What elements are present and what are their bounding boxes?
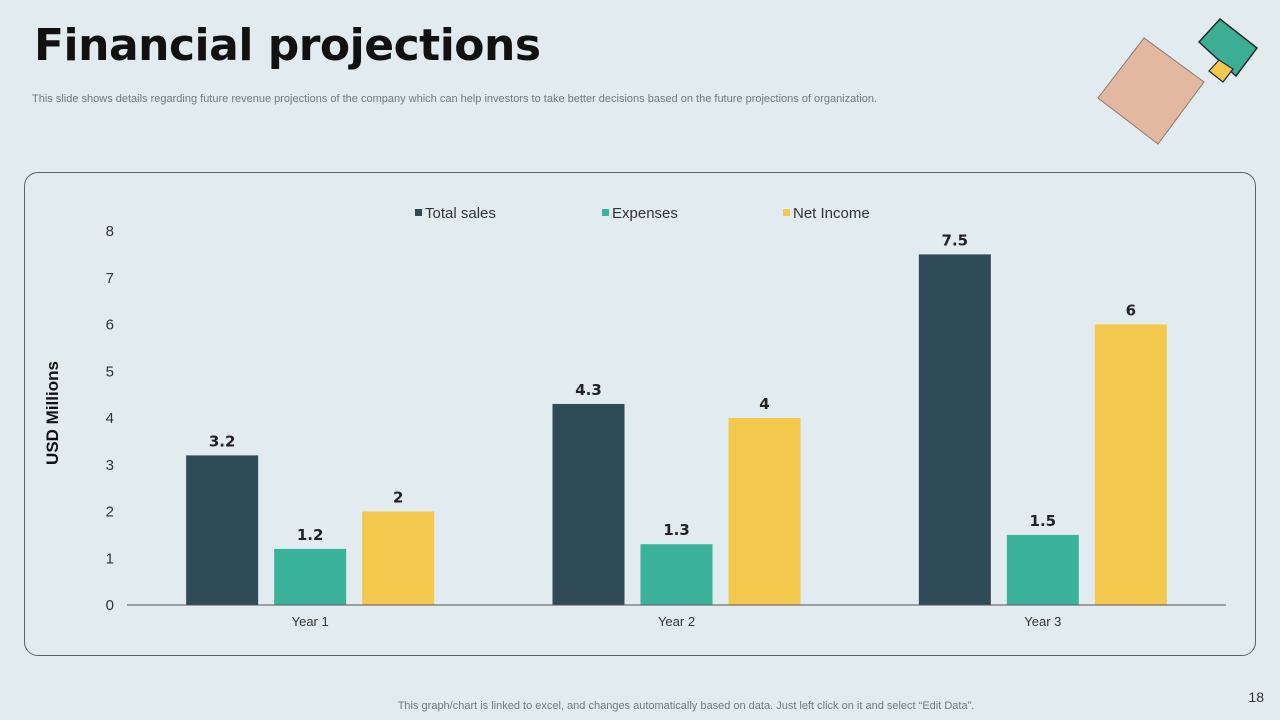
legend-swatch-total-sales	[415, 209, 422, 216]
chart-footnote: This graph/chart is linked to excel, and…	[397, 700, 975, 712]
bar-expenses[interactable]	[640, 544, 713, 605]
y-tick-label: 5	[106, 363, 114, 380]
y-tick-label: 8	[106, 223, 114, 240]
y-tick-label: 4	[106, 410, 114, 427]
bar-net-income[interactable]	[362, 511, 435, 606]
y-tick-label: 0	[106, 597, 114, 614]
data-label: 2	[393, 489, 403, 507]
x-tick-label: Year 3	[1024, 614, 1061, 629]
slide-subtitle: This slide shows details regarding futur…	[32, 93, 878, 105]
legend-label-expenses[interactable]: Expenses	[612, 205, 678, 222]
legend-swatch-net-income	[783, 209, 790, 216]
page-number: 18	[1248, 689, 1264, 705]
x-axis: Year 1 Year 2 Year 3	[127, 604, 1226, 629]
chart-frame	[24, 172, 1256, 656]
y-tick-label: 7	[106, 270, 114, 287]
bar-total-sales[interactable]	[186, 455, 259, 605]
bar-net-income[interactable]	[1094, 324, 1167, 606]
legend-swatch-expenses	[602, 209, 609, 216]
data-label: 1.3	[663, 521, 690, 539]
decorative-squares-icon	[1097, 17, 1259, 145]
y-tick-label: 6	[106, 317, 114, 334]
legend-label-net-income[interactable]: Net Income	[793, 205, 870, 222]
data-label: 4	[759, 395, 769, 413]
data-label: 7.5	[942, 231, 969, 249]
y-axis-title: USD Millions	[43, 361, 62, 465]
y-tick-label: 3	[106, 457, 114, 474]
slide-title: Financial projections	[34, 20, 541, 71]
bars: 3.2 1.2 2 4.3 1.3 4 7.5 1.5 6	[186, 231, 1167, 605]
y-tick-label: 1	[106, 550, 114, 567]
y-axis: 0 1 2 3 4 5 6 7 8 USD Millions	[43, 223, 114, 614]
bar-expenses[interactable]	[1006, 534, 1079, 605]
bar-net-income[interactable]	[728, 418, 801, 605]
data-label: 1.2	[297, 526, 324, 544]
data-label: 4.3	[575, 381, 602, 399]
x-tick-label: Year 2	[658, 614, 695, 629]
bar-total-sales[interactable]	[552, 403, 625, 605]
data-label: 1.5	[1030, 512, 1057, 530]
x-tick-label: Year 1	[292, 614, 329, 629]
bar-total-sales[interactable]	[918, 254, 991, 605]
bar-expenses[interactable]	[274, 548, 347, 605]
y-tick-label: 2	[106, 504, 114, 521]
legend-label-total-sales[interactable]: Total sales	[425, 205, 496, 222]
chart-legend: Total sales Expenses Net Income	[415, 205, 870, 222]
data-label: 6	[1126, 302, 1136, 320]
data-label: 3.2	[209, 432, 236, 450]
